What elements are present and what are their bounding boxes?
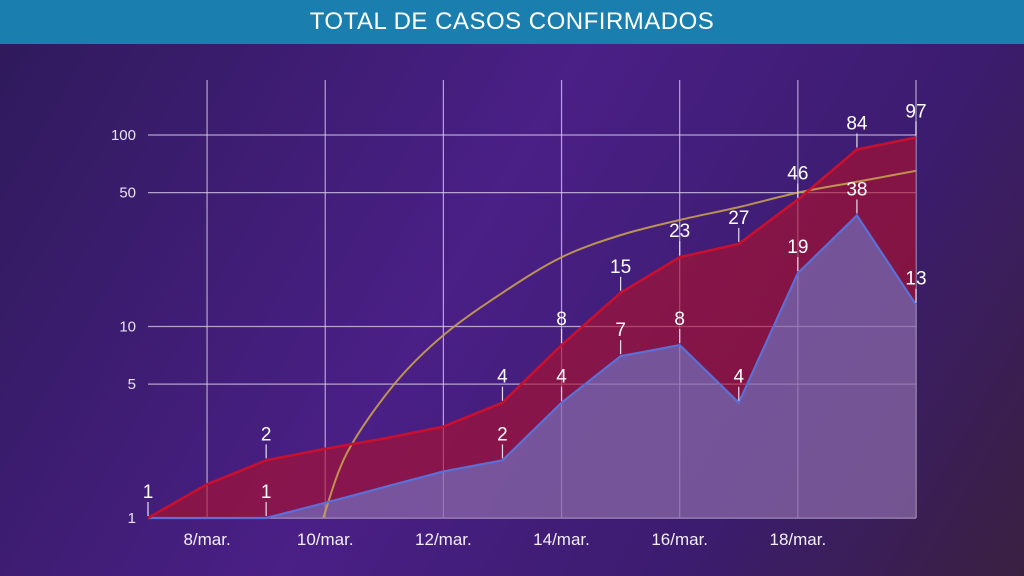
data-label: 38 xyxy=(846,179,867,200)
y-tick-label: 10 xyxy=(119,319,136,336)
x-tick-label: 10/mar. xyxy=(297,530,354,549)
data-label: 4 xyxy=(733,367,744,388)
x-tick-label: 16/mar. xyxy=(651,530,708,549)
x-tick-label: 12/mar. xyxy=(415,530,472,549)
data-label: 7 xyxy=(615,320,626,341)
data-label: 19 xyxy=(787,237,808,258)
x-tick-label: 8/mar. xyxy=(183,530,230,549)
data-label: 8 xyxy=(674,309,685,330)
data-label: 2 xyxy=(261,424,272,445)
data-label: 46 xyxy=(787,164,808,185)
chart-title-bar: TOTAL DE CASOS CONFIRMADOS xyxy=(0,0,1024,44)
data-label: 84 xyxy=(846,114,868,135)
data-label: 4 xyxy=(556,367,567,388)
series-areas xyxy=(148,137,916,519)
x-tick-label: 14/mar. xyxy=(533,530,590,549)
x-tick-label: 18/mar. xyxy=(769,530,826,549)
y-tick-label: 1 xyxy=(128,510,136,527)
area-under-series xyxy=(148,215,916,518)
y-tick-label: 100 xyxy=(111,127,136,144)
y-tick-label: 5 xyxy=(128,376,136,393)
data-label: 2 xyxy=(497,424,508,445)
y-tick-label: 50 xyxy=(119,185,136,202)
series-line-recovered xyxy=(148,213,917,520)
data-label: 1 xyxy=(261,482,272,503)
data-label: 15 xyxy=(610,257,631,278)
data-label: 13 xyxy=(905,269,926,290)
chart-title: TOTAL DE CASOS CONFIRMADOS xyxy=(309,8,715,35)
area-between-series xyxy=(148,137,916,519)
data-label: 97 xyxy=(905,102,926,123)
data-label: 27 xyxy=(728,208,749,229)
data-label: 4 xyxy=(497,367,508,388)
data-label: 8 xyxy=(556,309,567,330)
series-line-total xyxy=(147,136,917,520)
data-label: 23 xyxy=(669,221,690,242)
data-label: 1 xyxy=(143,482,154,503)
